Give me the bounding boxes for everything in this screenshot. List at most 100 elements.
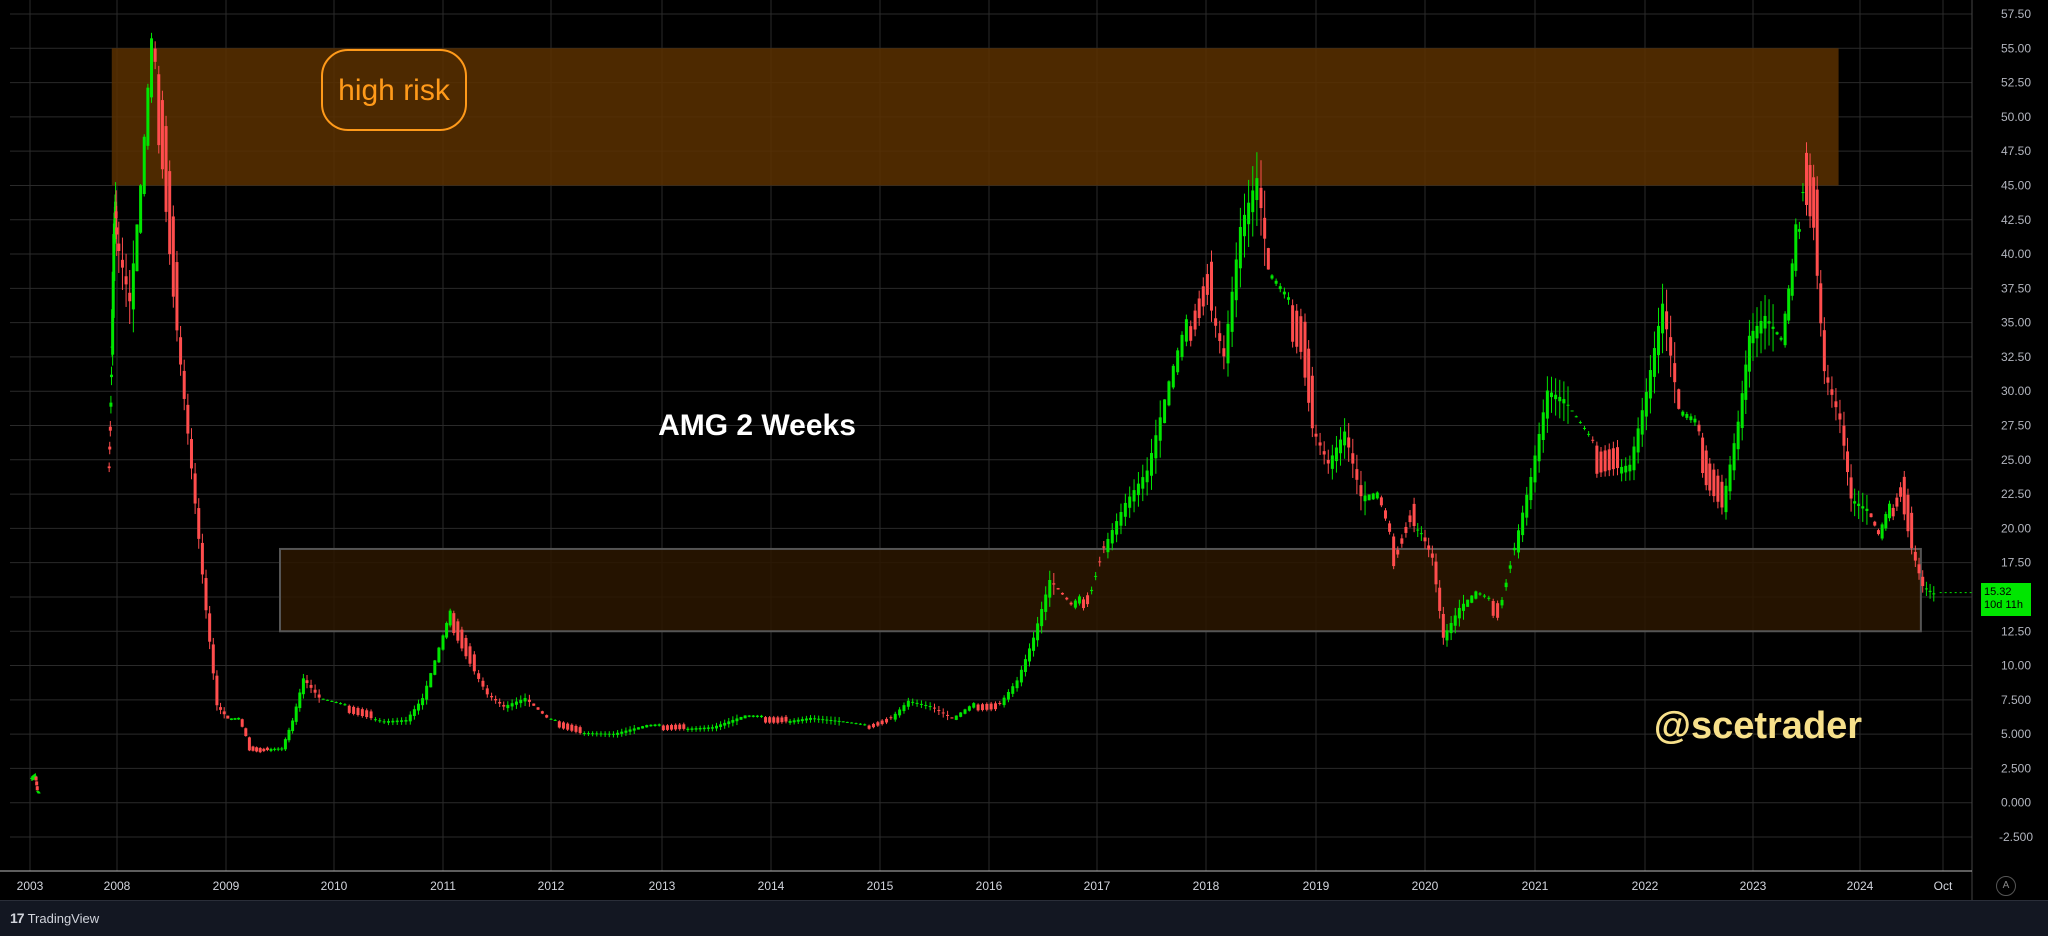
candle-body	[124, 276, 128, 285]
candle-body	[1090, 589, 1094, 592]
price-chart[interactable]: 57.50 55.00 52.50 50.00 47.50 45.00 42.50 40.00…	[0, 0, 2048, 900]
candle-body	[670, 725, 674, 730]
candle-body	[628, 729, 632, 732]
candle-body	[1849, 477, 1853, 499]
candle-body	[1677, 389, 1681, 409]
candle-body	[924, 704, 928, 706]
candle-body	[1599, 451, 1603, 473]
candle-body	[1069, 602, 1073, 605]
candle-body	[1388, 523, 1392, 532]
candle-body	[1123, 502, 1127, 517]
candle-body	[519, 699, 523, 704]
candle-body	[641, 726, 645, 729]
candle-body	[1032, 637, 1036, 651]
candle-body	[747, 715, 751, 717]
candle-body	[1759, 320, 1763, 334]
candle-body	[1857, 503, 1861, 506]
candle-body	[1036, 623, 1040, 641]
candle-body	[1521, 512, 1525, 536]
candle-body	[1434, 561, 1438, 585]
candle-body	[1822, 330, 1826, 372]
candle-body	[186, 404, 190, 434]
candle-body	[1343, 431, 1347, 446]
candle-body	[800, 719, 804, 722]
candle-body	[911, 701, 915, 703]
candle-body	[1355, 469, 1359, 480]
candle-body	[1184, 319, 1188, 342]
candle-body	[809, 717, 813, 720]
candle-body	[1082, 599, 1085, 609]
candle-body	[527, 699, 531, 702]
candle-body	[611, 733, 615, 735]
candle-body	[108, 426, 112, 431]
candle-body	[755, 715, 759, 717]
candle-body	[204, 578, 208, 611]
candle-body	[1673, 363, 1677, 383]
candle-body	[168, 171, 172, 255]
candle-body	[317, 694, 321, 698]
candle-body	[1052, 583, 1056, 585]
candle-body	[429, 673, 433, 688]
auto-scale-button[interactable]: A	[1996, 876, 2016, 896]
candle-body	[472, 654, 476, 672]
candle-body	[1427, 545, 1431, 550]
x-tick-label: 2010	[321, 879, 348, 893]
candle-body	[616, 732, 620, 735]
candle-body	[735, 718, 739, 722]
x-tick-label: 2003	[17, 879, 44, 893]
candle-body	[112, 223, 116, 244]
candle-body	[1525, 494, 1529, 518]
candle-body	[437, 647, 441, 663]
candle-body	[653, 724, 657, 726]
candle-body	[1652, 348, 1656, 377]
candle-body	[1154, 435, 1158, 459]
candle-body	[1201, 286, 1205, 307]
candle-body	[1665, 311, 1669, 330]
candle-body	[255, 747, 259, 752]
candle-body	[1145, 470, 1149, 483]
candle-body	[445, 623, 449, 638]
candle-body	[412, 709, 416, 716]
candle-body	[1445, 630, 1449, 641]
candle-body	[702, 727, 706, 730]
candle-body	[1119, 512, 1123, 526]
candle-body	[343, 704, 347, 706]
candle-body	[276, 748, 280, 750]
candle-body	[1880, 524, 1884, 539]
candle-body	[817, 718, 821, 720]
x-tick-label: 2011	[430, 879, 456, 893]
candle-body	[251, 746, 255, 751]
candle-body	[309, 684, 313, 688]
candle-body	[1136, 483, 1140, 496]
candle-body	[502, 705, 506, 707]
candle-body	[490, 696, 494, 698]
candle-body	[179, 337, 183, 365]
candle-body	[768, 717, 772, 723]
candle-body	[1015, 680, 1019, 689]
candle-body	[624, 730, 628, 733]
candle-body	[1482, 595, 1486, 597]
candle-body	[1891, 507, 1895, 517]
candle-body	[690, 728, 694, 730]
candle-body	[1558, 396, 1562, 402]
candle-body	[972, 703, 976, 708]
candle-body	[863, 724, 867, 726]
chart-title: AMG 2 Weeks	[658, 409, 856, 442]
candle-body	[710, 727, 714, 729]
candle-body	[1487, 597, 1491, 599]
candle-body	[723, 722, 727, 726]
y-tick-label: 52.50	[2001, 76, 2031, 90]
candle-body	[759, 715, 763, 718]
candle-body	[1779, 337, 1783, 340]
candle-body	[1624, 465, 1628, 473]
candle-body	[1533, 455, 1537, 483]
y-tick-label: 20.00	[2001, 521, 2031, 535]
candle-body	[1657, 325, 1660, 356]
candle-body	[347, 705, 351, 713]
tradingview-logo[interactable]: 17 TradingView	[10, 910, 99, 926]
candle-body	[1230, 291, 1234, 332]
candle-body	[1077, 596, 1081, 604]
y-tick-label: 37.50	[2001, 281, 2031, 295]
candle-body	[1371, 493, 1375, 500]
